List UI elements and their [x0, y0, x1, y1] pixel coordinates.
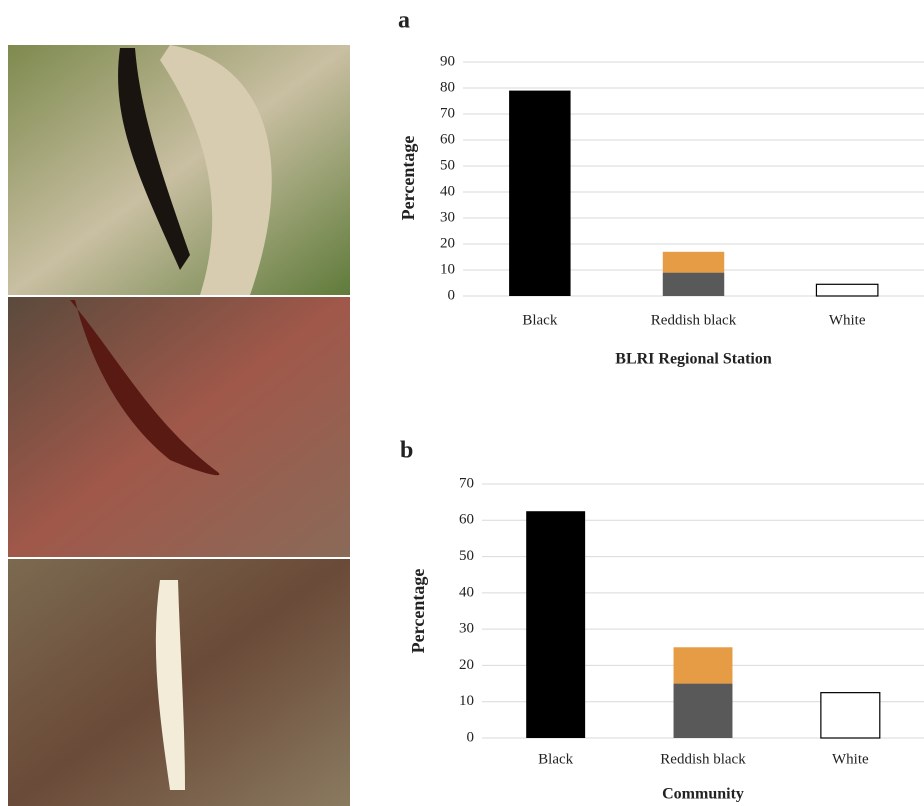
y-axis-title: Percentage [408, 569, 428, 654]
y-tick-label: 70 [459, 475, 474, 491]
y-tick-label: 60 [440, 131, 455, 147]
y-tick-label: 0 [467, 729, 475, 745]
figure: 0 10 20 30 40 50 60 70 80 90 a Percentage BLRI Regio… [0, 0, 924, 806]
photos [8, 45, 350, 806]
bar-segment [663, 273, 724, 296]
x-axis-title: BLRI Regional Station [615, 351, 772, 368]
y-tick-label: 80 [440, 79, 455, 95]
x-tick-label: White [829, 312, 866, 328]
y-tick-label: 60 [459, 512, 474, 528]
y-tick-label: 20 [440, 235, 455, 251]
y-tick-label: 0 [448, 287, 456, 303]
x-tick-label: Black [538, 751, 573, 767]
y-tick-label: 20 [459, 657, 474, 673]
y-tick-label: 70 [440, 105, 455, 121]
bar-segment [526, 511, 585, 738]
bar-segment [663, 252, 724, 273]
panel-label: a [398, 8, 410, 34]
photo-reddish-tail [8, 297, 350, 557]
bar-segment [674, 647, 733, 683]
x-axis-title: Community [662, 786, 744, 803]
y-tick-label: 40 [459, 584, 474, 600]
panel-label: b [400, 438, 413, 464]
y-tick-label: 30 [459, 621, 474, 637]
bar-segment [674, 684, 733, 738]
x-tick-label: White [832, 751, 869, 767]
y-tick-label: 30 [440, 209, 455, 225]
x-tick-label: Black [522, 312, 557, 328]
bar-segment [816, 284, 877, 296]
y-tick-label: 50 [459, 548, 474, 564]
x-tick-label: Reddish black [651, 312, 737, 328]
y-tick-label: 50 [440, 157, 455, 173]
y-tick-label: 10 [440, 261, 455, 277]
bar-segment [821, 693, 880, 738]
bar-segment [509, 91, 570, 296]
y-tick-label: 40 [440, 183, 455, 199]
y-tick-label: 10 [459, 693, 474, 709]
y-tick-label: 90 [440, 53, 455, 69]
page: 0 10 20 30 40 50 60 70 80 90 a Percentage BLRI Regio… [0, 0, 924, 806]
y-axis-title: Percentage [398, 136, 418, 221]
x-tick-label: Reddish black [660, 751, 746, 767]
